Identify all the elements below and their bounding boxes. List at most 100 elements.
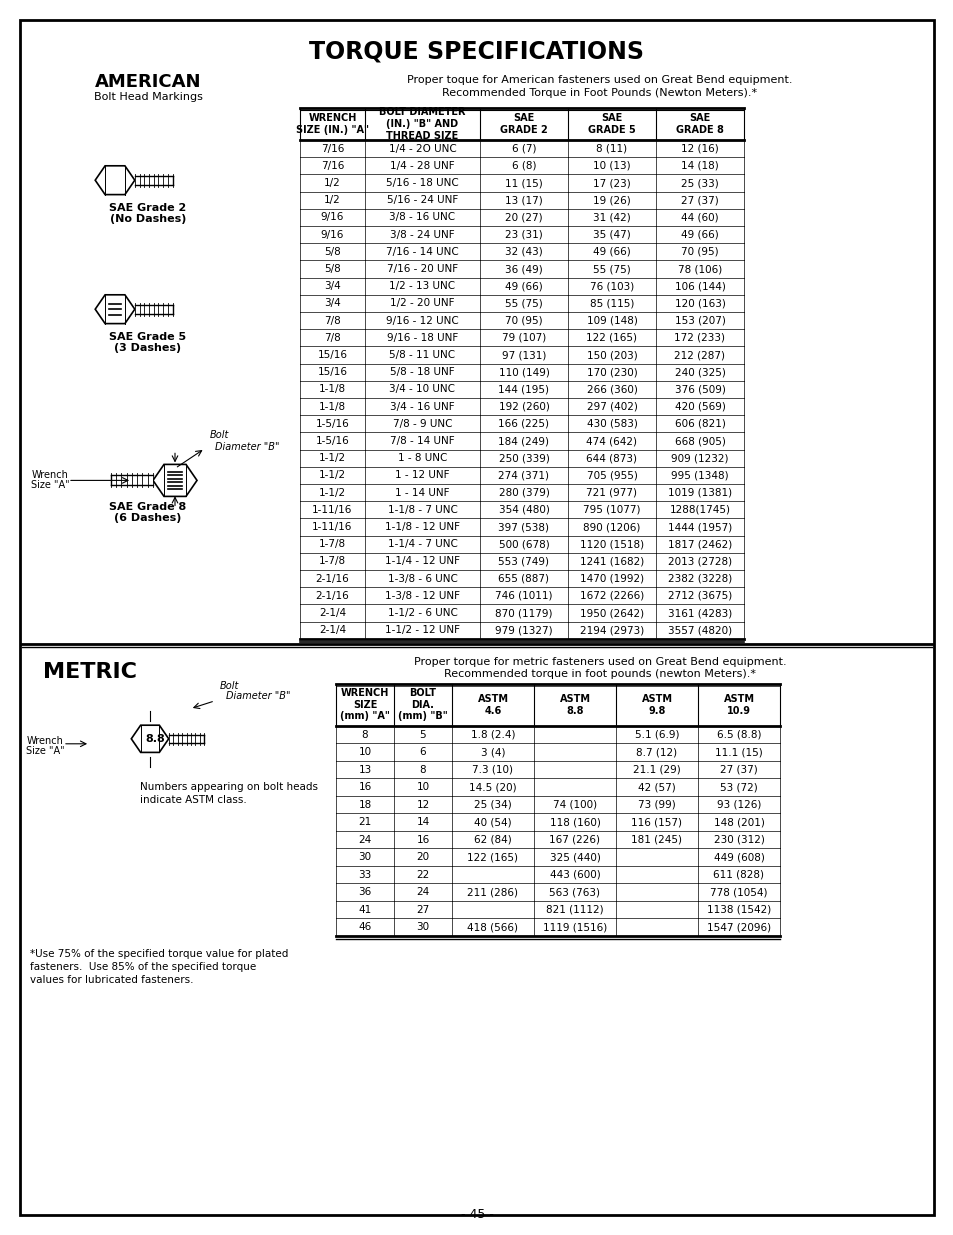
Text: 325 (440): 325 (440) — [549, 852, 599, 862]
Text: indicate ASTM class.: indicate ASTM class. — [140, 795, 247, 805]
Text: 3161 (4283): 3161 (4283) — [667, 608, 731, 618]
Text: Bolt: Bolt — [220, 680, 239, 690]
Text: 49 (66): 49 (66) — [504, 282, 542, 291]
Text: 705 (955): 705 (955) — [586, 471, 637, 480]
Text: Proper torque for metric fasteners used on Great Bend equipment.: Proper torque for metric fasteners used … — [414, 657, 785, 667]
Text: Proper toque for American fasteners used on Great Bend equipment.: Proper toque for American fasteners used… — [407, 75, 792, 85]
Text: 7/16 - 20 UNF: 7/16 - 20 UNF — [387, 264, 457, 274]
Text: 150 (203): 150 (203) — [586, 350, 637, 359]
Text: 11 (15): 11 (15) — [504, 178, 542, 188]
Text: SAE
GRADE 2: SAE GRADE 2 — [499, 114, 547, 135]
Text: 721 (977): 721 (977) — [586, 488, 637, 498]
Text: 5/8: 5/8 — [324, 264, 340, 274]
Text: 49 (66): 49 (66) — [680, 230, 719, 240]
Text: 27 (37): 27 (37) — [680, 195, 719, 205]
Text: 153 (207): 153 (207) — [674, 316, 724, 326]
Text: 1672 (2266): 1672 (2266) — [579, 590, 643, 600]
Text: 116 (157): 116 (157) — [631, 818, 681, 827]
Text: 5.1 (6.9): 5.1 (6.9) — [634, 730, 679, 740]
Text: 1-1/8: 1-1/8 — [318, 401, 346, 411]
Text: 1-5/16: 1-5/16 — [315, 436, 349, 446]
Text: 8: 8 — [361, 730, 368, 740]
Text: 9/16 - 18 UNF: 9/16 - 18 UNF — [387, 332, 457, 343]
Text: 70 (95): 70 (95) — [680, 247, 718, 257]
Text: 474 (642): 474 (642) — [586, 436, 637, 446]
Text: 6 (8): 6 (8) — [511, 161, 536, 170]
Text: 42 (57): 42 (57) — [638, 782, 675, 792]
Text: 122 (165): 122 (165) — [586, 332, 637, 343]
Text: 1119 (1516): 1119 (1516) — [542, 923, 606, 932]
Text: 14.5 (20): 14.5 (20) — [469, 782, 517, 792]
Text: 40 (54): 40 (54) — [474, 818, 511, 827]
Text: 166 (225): 166 (225) — [498, 419, 549, 429]
Text: 1470 (1992): 1470 (1992) — [579, 573, 643, 584]
Text: 5/8 - 11 UNC: 5/8 - 11 UNC — [389, 350, 456, 359]
Text: 563 (763): 563 (763) — [549, 887, 599, 897]
Text: 297 (402): 297 (402) — [586, 401, 637, 411]
Text: 172 (233): 172 (233) — [674, 332, 724, 343]
Text: 1/2: 1/2 — [324, 178, 340, 188]
Text: 55 (75): 55 (75) — [504, 299, 542, 309]
Text: 7/16: 7/16 — [320, 143, 344, 153]
Text: 8.7 (12): 8.7 (12) — [636, 747, 677, 757]
Text: 9/16 - 12 UNC: 9/16 - 12 UNC — [386, 316, 458, 326]
Text: 1547 (2096): 1547 (2096) — [706, 923, 770, 932]
Polygon shape — [95, 165, 134, 195]
Text: 7/8: 7/8 — [324, 332, 340, 343]
Text: 1-1/4 - 12 UNF: 1-1/4 - 12 UNF — [385, 557, 459, 567]
Text: 1-11/16: 1-11/16 — [312, 505, 353, 515]
Polygon shape — [132, 725, 169, 752]
Text: 1-7/8: 1-7/8 — [318, 557, 346, 567]
Text: SAE
GRADE 5: SAE GRADE 5 — [587, 114, 636, 135]
Text: 144 (195): 144 (195) — [498, 384, 549, 394]
Text: 120 (163): 120 (163) — [674, 299, 724, 309]
Text: 1-3/8 - 12 UNF: 1-3/8 - 12 UNF — [385, 590, 459, 600]
Text: Bolt Head Markings: Bolt Head Markings — [93, 91, 202, 103]
Text: 24: 24 — [416, 887, 429, 897]
Text: 909 (1232): 909 (1232) — [671, 453, 728, 463]
Text: 2712 (3675): 2712 (3675) — [667, 590, 731, 600]
Text: 30: 30 — [416, 923, 429, 932]
Text: 9/16: 9/16 — [320, 212, 344, 222]
Text: Wrench: Wrench — [27, 736, 63, 746]
Text: 500 (678): 500 (678) — [498, 540, 549, 550]
Text: 31 (42): 31 (42) — [593, 212, 630, 222]
Text: 55 (75): 55 (75) — [593, 264, 630, 274]
Text: 230 (312): 230 (312) — [713, 835, 763, 845]
Text: 1/2 - 20 UNF: 1/2 - 20 UNF — [390, 299, 455, 309]
Text: 73 (99): 73 (99) — [638, 799, 675, 810]
Text: 7/8 - 9 UNC: 7/8 - 9 UNC — [393, 419, 452, 429]
Text: 27 (37): 27 (37) — [720, 764, 757, 774]
Text: METRIC: METRIC — [43, 662, 137, 682]
Text: 1.8 (2.4): 1.8 (2.4) — [470, 730, 515, 740]
Text: *Use 75% of the specified torque value for plated: *Use 75% of the specified torque value f… — [30, 948, 288, 958]
Text: 21: 21 — [358, 818, 372, 827]
Text: Size "A": Size "A" — [30, 480, 70, 490]
Text: 1-11/16: 1-11/16 — [312, 522, 353, 532]
Text: 13 (17): 13 (17) — [504, 195, 542, 205]
Text: 2-1/4: 2-1/4 — [318, 625, 346, 635]
Bar — [169, 735, 204, 743]
Text: 240 (325): 240 (325) — [674, 367, 724, 377]
Text: 1 - 12 UNF: 1 - 12 UNF — [395, 471, 449, 480]
Text: 53 (72): 53 (72) — [720, 782, 757, 792]
Text: 10: 10 — [416, 782, 429, 792]
Text: 1241 (1682): 1241 (1682) — [579, 557, 643, 567]
Text: 5: 5 — [419, 730, 426, 740]
Text: 6.5 (8.8): 6.5 (8.8) — [716, 730, 760, 740]
Text: 212 (287): 212 (287) — [674, 350, 724, 359]
Text: 1950 (2642): 1950 (2642) — [579, 608, 643, 618]
Text: AMERICAN: AMERICAN — [94, 73, 201, 91]
Text: 24: 24 — [358, 835, 372, 845]
Text: 109 (148): 109 (148) — [586, 316, 637, 326]
Text: 1288(1745): 1288(1745) — [669, 505, 730, 515]
Text: 1-1/2 - 12 UNF: 1-1/2 - 12 UNF — [385, 625, 459, 635]
Bar — [134, 175, 172, 185]
Text: (3 Dashes): (3 Dashes) — [114, 343, 181, 353]
Text: 44 (60): 44 (60) — [680, 212, 718, 222]
Text: 46: 46 — [358, 923, 372, 932]
Text: 2194 (2973): 2194 (2973) — [579, 625, 643, 635]
Text: 5/16 - 24 UNF: 5/16 - 24 UNF — [387, 195, 457, 205]
Text: 1019 (1381): 1019 (1381) — [667, 488, 731, 498]
Text: 41: 41 — [358, 904, 372, 915]
